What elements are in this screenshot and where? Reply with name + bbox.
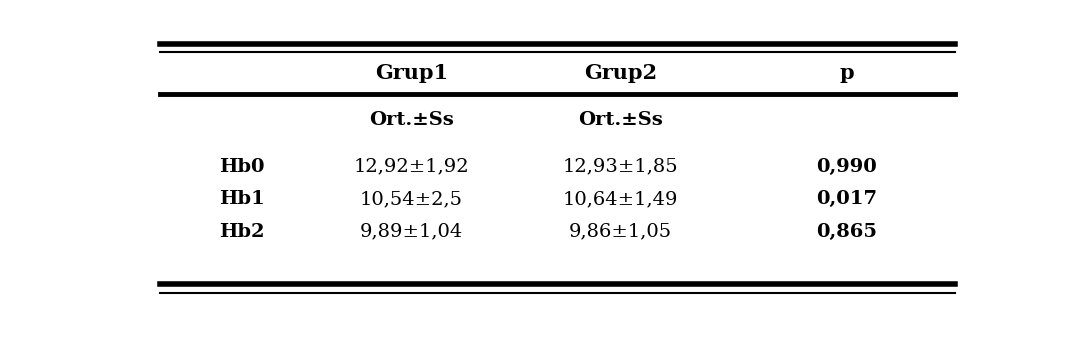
Text: 0,865: 0,865: [816, 223, 877, 241]
Text: Ort.±Ss: Ort.±Ss: [578, 111, 663, 129]
Text: 10,64±1,49: 10,64±1,49: [563, 190, 678, 208]
Text: Grup1: Grup1: [375, 63, 448, 83]
Text: 9,86±1,05: 9,86±1,05: [569, 223, 672, 241]
Text: Grup2: Grup2: [584, 63, 657, 83]
Text: 12,92±1,92: 12,92±1,92: [353, 158, 469, 176]
Text: Hb0: Hb0: [218, 158, 265, 176]
Text: 9,89±1,04: 9,89±1,04: [360, 223, 463, 241]
Text: p: p: [839, 63, 854, 83]
Text: 0,990: 0,990: [816, 158, 877, 176]
Text: Ort.±Ss: Ort.±Ss: [369, 111, 454, 129]
Text: Hb2: Hb2: [218, 223, 265, 241]
Text: 10,54±2,5: 10,54±2,5: [360, 190, 462, 208]
Text: 0,017: 0,017: [816, 190, 877, 208]
Text: Hb1: Hb1: [218, 190, 265, 208]
Text: 12,93±1,85: 12,93±1,85: [563, 158, 678, 176]
